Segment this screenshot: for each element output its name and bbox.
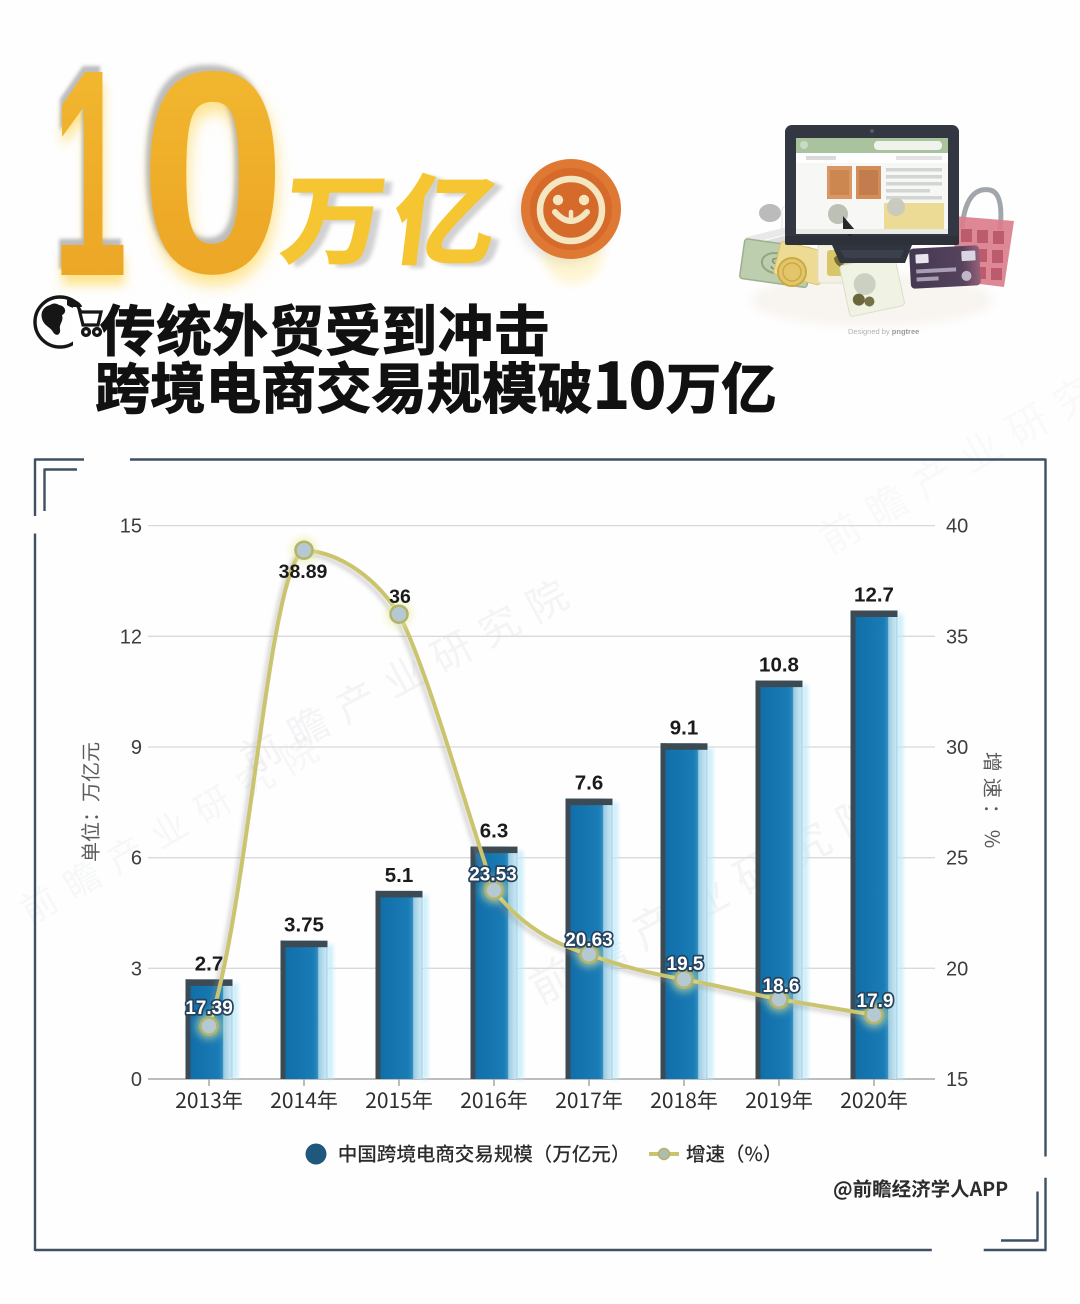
- svg-text:12: 12: [120, 626, 142, 648]
- svg-text:40: 40: [946, 516, 968, 538]
- svg-text:17.39: 17.39: [185, 998, 233, 1019]
- svg-text:35: 35: [946, 626, 968, 648]
- svg-text:12.7: 12.7: [854, 584, 894, 607]
- svg-text:Designed by pngtree: Designed by pngtree: [848, 327, 919, 336]
- svg-text:9: 9: [131, 737, 142, 759]
- svg-text:23.53: 23.53: [469, 865, 517, 886]
- svg-text:19.5: 19.5: [667, 954, 704, 975]
- svg-text:15: 15: [946, 1069, 968, 1091]
- svg-text:7.6: 7.6: [575, 772, 604, 795]
- svg-text:10.8: 10.8: [759, 654, 799, 677]
- svg-text:3.75: 3.75: [284, 914, 324, 937]
- svg-text:20: 20: [946, 958, 968, 980]
- svg-text:38.89: 38.89: [279, 561, 328, 583]
- svg-text:36: 36: [389, 586, 411, 608]
- svg-text:17.9: 17.9: [857, 991, 894, 1012]
- svg-text:3: 3: [131, 958, 142, 980]
- svg-text:20.63: 20.63: [565, 930, 613, 951]
- svg-text:5.1: 5.1: [385, 864, 414, 887]
- svg-text:0: 0: [131, 1069, 142, 1091]
- svg-text:25: 25: [946, 848, 968, 870]
- svg-text:18.6: 18.6: [763, 976, 800, 997]
- svg-text:9.1: 9.1: [670, 716, 699, 739]
- svg-text:6.3: 6.3: [480, 820, 509, 843]
- svg-text:2.7: 2.7: [195, 952, 224, 975]
- svg-text:6: 6: [131, 848, 142, 870]
- svg-text:30: 30: [946, 737, 968, 759]
- svg-text:15: 15: [120, 516, 142, 538]
